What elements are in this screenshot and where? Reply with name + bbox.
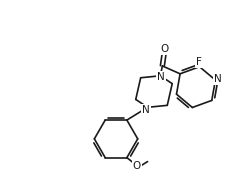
Text: N: N: [157, 72, 165, 82]
Text: F: F: [196, 57, 201, 67]
Text: O: O: [133, 162, 141, 172]
Text: N: N: [142, 105, 149, 115]
Text: N: N: [214, 74, 222, 84]
Text: O: O: [160, 44, 168, 54]
